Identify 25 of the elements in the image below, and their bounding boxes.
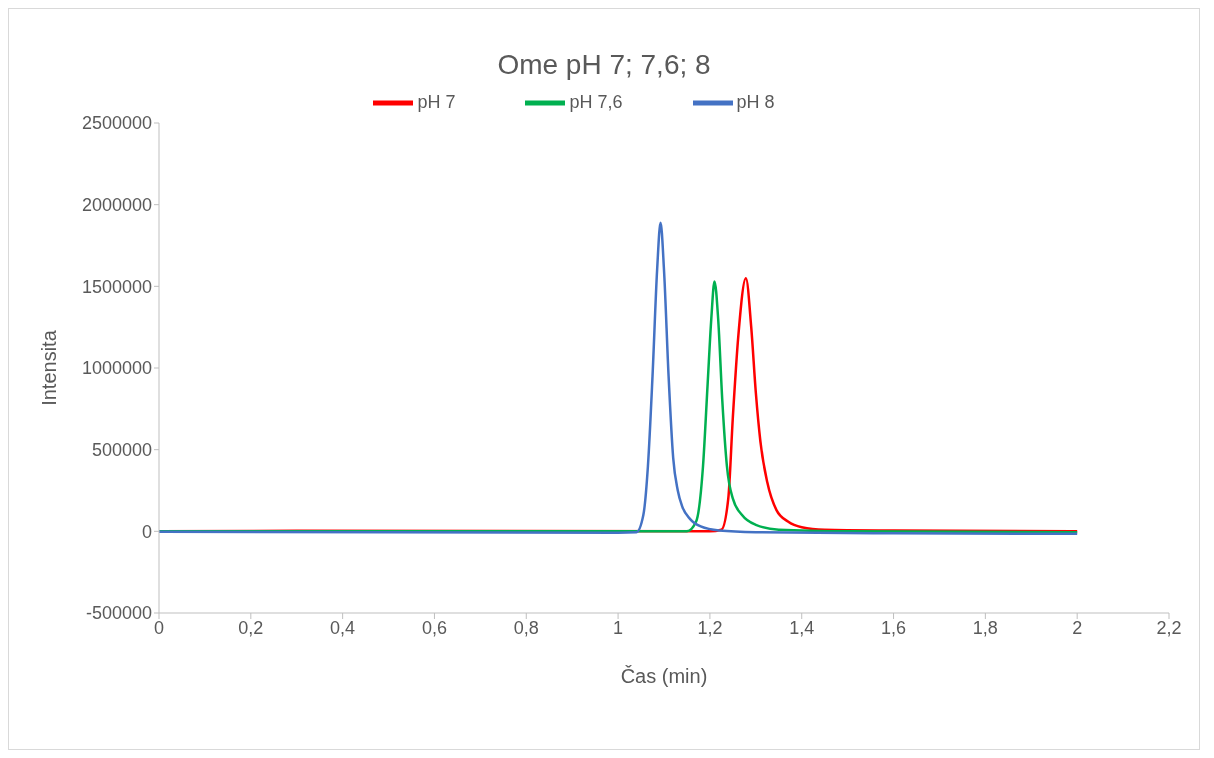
y-tick-label: 2000000 <box>81 195 152 216</box>
legend-label: pH 7,6 <box>569 91 623 112</box>
y-tick-label: 2500000 <box>81 113 152 134</box>
y-tick-label: -500000 <box>85 603 152 624</box>
x-tick-label: 0 <box>153 617 165 638</box>
legend-label: pH 8 <box>736 91 775 112</box>
x-tick-label: 0,6 <box>421 617 447 638</box>
x-tick-label: 1,2 <box>697 617 723 638</box>
y-tick-label: 0 <box>141 521 152 542</box>
x-tick-label: 2 <box>1072 617 1083 638</box>
y-tick-label: 1000000 <box>81 358 152 379</box>
legend-label: pH 7 <box>417 91 456 112</box>
x-tick-label: 1,4 <box>789 617 815 638</box>
y-tick-label: 500000 <box>91 440 152 461</box>
x-tick-label: 0,2 <box>238 617 264 638</box>
x-tick-label: 0,4 <box>330 617 356 638</box>
x-tick-label: 1,6 <box>881 617 907 638</box>
x-axis-title: Čas (min) <box>620 665 708 687</box>
y-tick-label: 1500000 <box>81 276 152 297</box>
x-tick-label: 1 <box>613 617 624 638</box>
x-tick-label: 1,8 <box>972 617 998 638</box>
x-tick-label: 2,2 <box>1156 617 1182 638</box>
chart-title: Ome pH 7; 7,6; 8 <box>496 48 712 82</box>
x-tick-label: 0,8 <box>513 617 539 638</box>
y-axis-title: Intensita <box>38 329 61 406</box>
